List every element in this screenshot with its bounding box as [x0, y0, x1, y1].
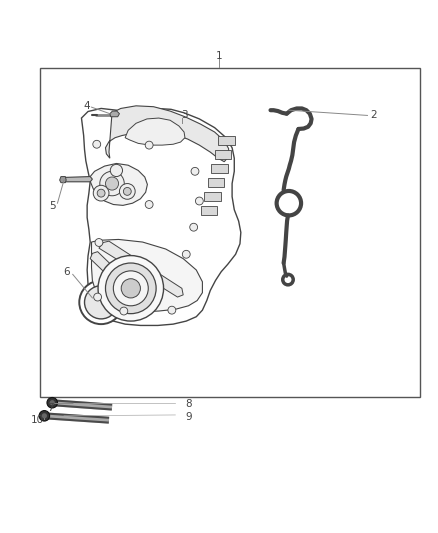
Polygon shape	[110, 111, 120, 117]
Polygon shape	[60, 176, 66, 183]
Circle shape	[124, 188, 131, 195]
Polygon shape	[99, 241, 183, 297]
Circle shape	[191, 167, 199, 175]
Circle shape	[39, 410, 49, 421]
Polygon shape	[88, 164, 148, 205]
Circle shape	[85, 286, 118, 319]
Circle shape	[168, 306, 176, 314]
Circle shape	[120, 307, 128, 315]
Circle shape	[97, 189, 105, 197]
Circle shape	[113, 271, 148, 306]
Circle shape	[195, 197, 203, 205]
Polygon shape	[81, 108, 241, 326]
Polygon shape	[90, 252, 152, 311]
Polygon shape	[106, 106, 229, 161]
Circle shape	[110, 164, 123, 176]
Circle shape	[121, 279, 141, 298]
Polygon shape	[218, 136, 235, 145]
Circle shape	[182, 251, 190, 258]
Circle shape	[95, 239, 103, 246]
Circle shape	[93, 140, 101, 148]
Circle shape	[42, 413, 47, 418]
Circle shape	[93, 185, 109, 201]
Circle shape	[106, 263, 156, 313]
Text: 8: 8	[185, 399, 192, 409]
Circle shape	[49, 400, 55, 405]
Text: 3: 3	[181, 110, 187, 119]
Circle shape	[98, 256, 163, 321]
Polygon shape	[215, 150, 231, 159]
Circle shape	[94, 293, 102, 301]
Polygon shape	[204, 192, 221, 201]
Polygon shape	[125, 118, 185, 145]
Text: 9: 9	[185, 412, 192, 422]
Circle shape	[100, 171, 124, 196]
Circle shape	[79, 280, 123, 324]
Text: 6: 6	[64, 266, 71, 277]
Text: 7: 7	[48, 403, 54, 414]
Polygon shape	[208, 179, 224, 187]
Circle shape	[145, 141, 153, 149]
Polygon shape	[92, 239, 202, 312]
Circle shape	[106, 177, 119, 190]
Text: 1: 1	[215, 51, 223, 61]
Text: 10: 10	[31, 415, 44, 425]
Circle shape	[145, 200, 153, 208]
Circle shape	[47, 398, 57, 408]
Text: 4: 4	[83, 101, 90, 111]
Polygon shape	[211, 164, 228, 173]
Circle shape	[120, 183, 135, 199]
Text: 5: 5	[49, 201, 56, 211]
Polygon shape	[201, 206, 217, 215]
Polygon shape	[64, 176, 92, 182]
Text: 2: 2	[371, 110, 377, 120]
Circle shape	[190, 223, 198, 231]
Bar	[40, 68, 420, 398]
